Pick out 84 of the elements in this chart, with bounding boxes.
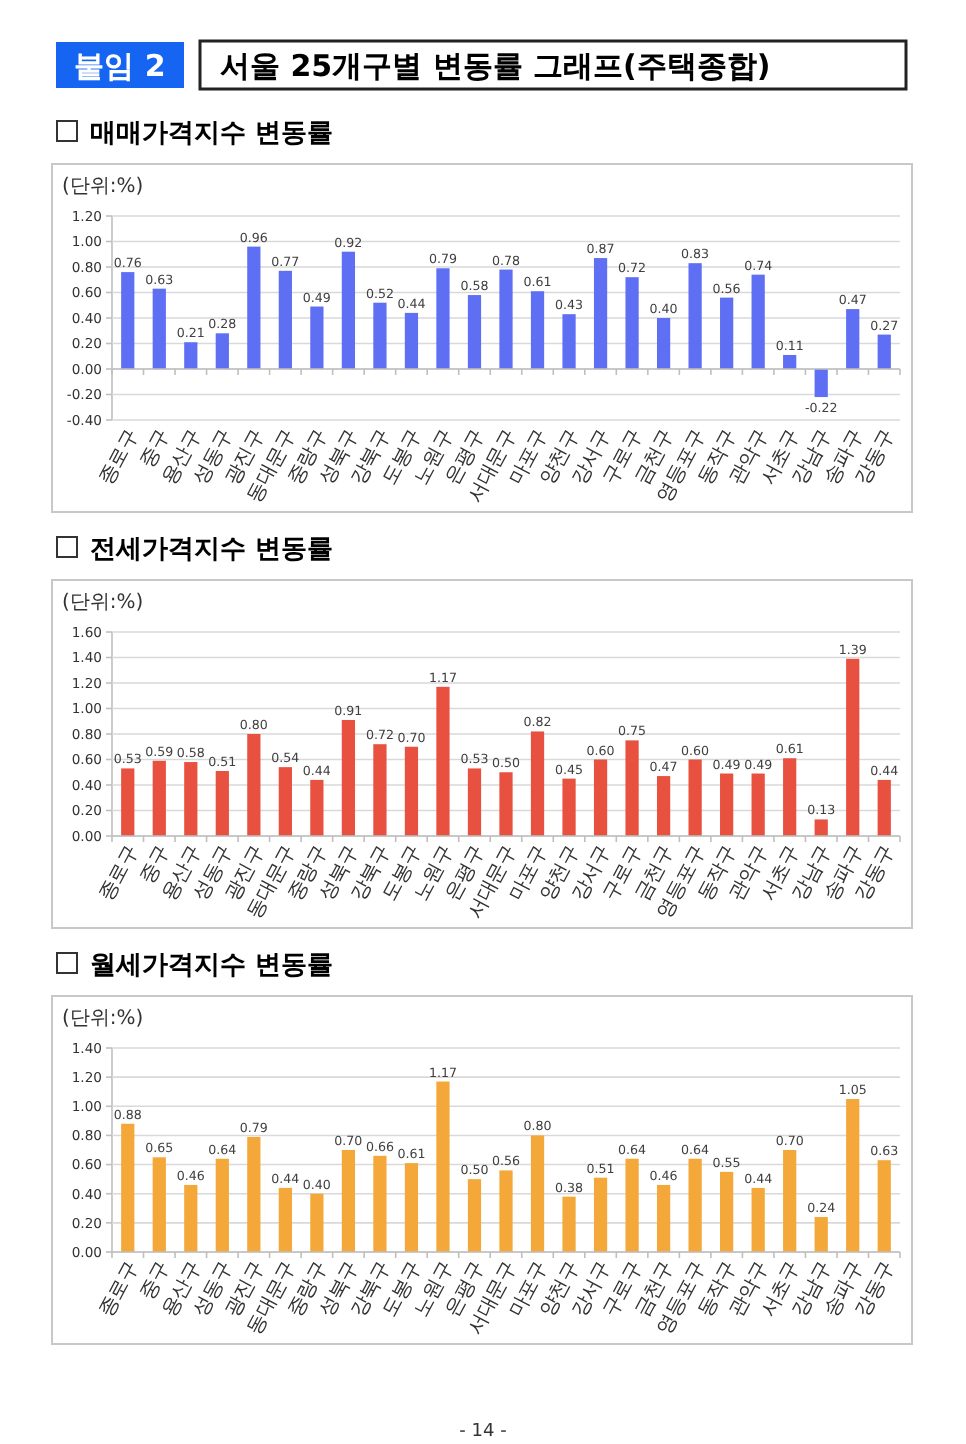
bar — [436, 268, 450, 369]
bar — [121, 272, 135, 369]
bar — [783, 354, 797, 369]
bar — [404, 312, 419, 369]
bar — [720, 1171, 734, 1252]
bar — [341, 1150, 356, 1252]
bar — [751, 1187, 765, 1252]
bar — [783, 758, 797, 836]
bar — [215, 1158, 229, 1252]
bar — [814, 369, 828, 398]
text: 서울 25개구별 변동률 그래프(주택종합) — [220, 48, 771, 84]
y-axis-title: (단위:%) — [62, 176, 144, 198]
bar — [562, 1196, 576, 1252]
bar — [720, 297, 734, 369]
bar — [121, 768, 135, 836]
chart-title: 월세가격지수 변동률 — [90, 951, 334, 981]
bar — [751, 274, 765, 369]
bar — [656, 318, 671, 369]
bar — [562, 314, 576, 369]
bar — [467, 1179, 482, 1252]
bar — [530, 291, 545, 369]
bar — [499, 772, 513, 836]
bar — [877, 779, 891, 836]
bar — [184, 1184, 198, 1252]
bar — [467, 768, 482, 836]
y-axis-title: (단위:%) — [62, 1008, 144, 1030]
bar — [278, 1187, 292, 1252]
bar — [247, 734, 261, 836]
bar — [499, 1170, 513, 1252]
bar — [814, 1217, 828, 1252]
bar — [373, 1155, 387, 1252]
bar — [436, 1081, 450, 1252]
bar — [341, 251, 356, 369]
bar — [846, 658, 860, 836]
bar — [625, 277, 639, 369]
bar — [720, 773, 734, 836]
bar — [751, 773, 765, 836]
bar — [688, 1158, 702, 1252]
bar — [404, 746, 419, 836]
bar — [341, 719, 356, 836]
bar — [310, 306, 324, 369]
bar — [404, 1163, 419, 1252]
bar — [625, 1158, 639, 1252]
bar — [846, 309, 860, 369]
bar — [310, 779, 324, 836]
bar — [121, 1123, 135, 1252]
bar — [215, 770, 229, 836]
bar — [436, 686, 450, 836]
bar — [530, 731, 545, 836]
bar — [184, 762, 198, 836]
bar — [152, 288, 166, 369]
bar — [247, 1136, 261, 1252]
bar — [278, 767, 292, 836]
chart-title: 매매가격지수 변동률 — [90, 119, 334, 149]
bar — [278, 270, 292, 369]
bar — [215, 333, 229, 369]
y-axis-title: (단위:%) — [62, 592, 144, 614]
bar — [877, 334, 891, 369]
bar — [562, 778, 576, 836]
bar — [499, 269, 513, 369]
bar — [593, 258, 608, 369]
bar — [625, 740, 639, 836]
bar — [184, 342, 198, 369]
bar — [373, 302, 387, 369]
bar — [846, 1099, 860, 1252]
bar — [152, 1157, 166, 1252]
bar — [530, 1135, 545, 1252]
bar — [814, 819, 828, 836]
bar — [373, 744, 387, 836]
text: - 14 - — [459, 1422, 507, 1442]
bar — [688, 759, 702, 836]
bar — [656, 1184, 671, 1252]
bar — [688, 263, 702, 369]
bar — [656, 776, 671, 836]
bar — [310, 1193, 324, 1252]
text: 붙임 2 — [74, 48, 166, 84]
bar — [467, 295, 482, 369]
bar — [593, 1177, 608, 1252]
bar — [877, 1160, 891, 1252]
bar — [593, 759, 608, 836]
bar — [247, 246, 261, 369]
bar — [152, 760, 166, 836]
chart-title: 전세가격지수 변동률 — [90, 535, 334, 565]
bar — [783, 1150, 797, 1252]
